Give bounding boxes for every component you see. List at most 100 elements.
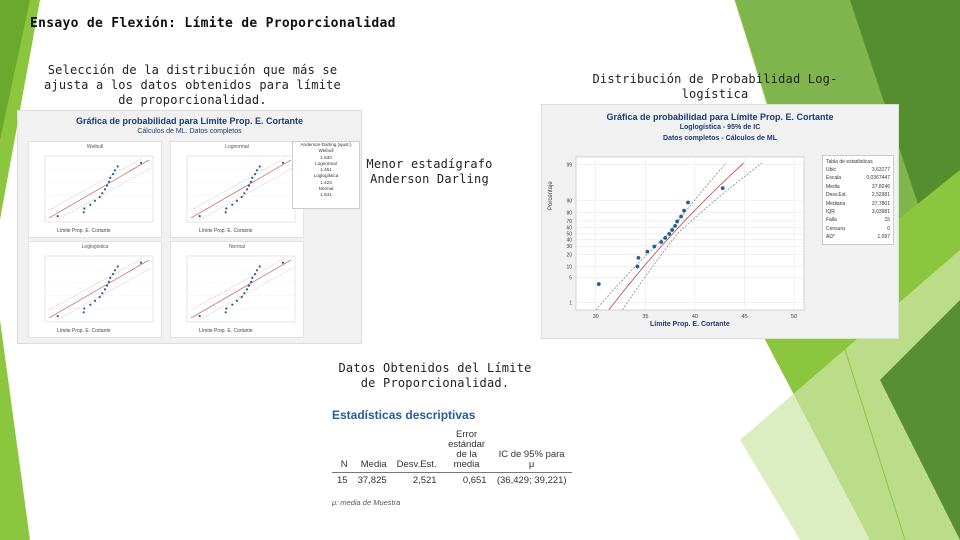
data-point [686,200,690,205]
descriptive-stats-title: Estadísticas descriptivas [332,408,476,422]
stats-row: Escala 0,0367447 [826,175,890,182]
x-tick-label: 30 [593,314,599,320]
panel-fit-line [190,159,292,219]
panel-data-point [198,315,201,318]
y-tick-label: 20 [566,252,572,258]
panel-data-point [103,288,107,291]
panel-data-point [253,173,257,176]
panel-xlabel: Límite Prop. E. Cortante [57,328,111,334]
panel-ci-band [190,157,286,211]
bottom-caption: Datos Obtenidos del Límite de Proporcion… [338,361,532,390]
y-tick-label: 40 [566,238,572,244]
stats-row: Desv.Est. 2,52981 [826,192,890,199]
panel-data-point [82,311,85,314]
panel-ci-band [56,267,152,321]
ci-upper-band [622,162,763,311]
x-tick-label: 45 [741,314,747,320]
panel-title: Normal [228,244,246,250]
panel-data-point [231,303,234,306]
panel-data-point [107,180,111,183]
panel-data-point [113,169,117,172]
stats-row: Media 37,8246 [826,183,890,190]
fit-line [608,162,744,311]
y-tick-label: 5 [569,276,572,282]
middle-caption: Menor estadígrafo Anderson Darling [366,157,493,186]
panel-normal: Normal Límite Prop. E. Cortante [170,241,304,338]
y-tick-label: 90 [566,199,572,205]
panel-data-point [249,280,253,283]
data-point [636,255,641,260]
panel-lognormal: Lognormal Límite Prop. E. Cortante [170,141,304,238]
legend-line: 1.630 [320,154,332,160]
panel-data-point [251,176,254,179]
panel-data-point [83,207,86,210]
panel-data-point [247,184,251,187]
right-figure-subtitle1: Loglogística - 95% de IC [679,124,761,131]
legend-line: 1.451 [320,167,332,173]
panel-data-point [281,161,285,164]
descriptive-stats-table: N Media Desv.Est. Error estándar de la m… [332,430,572,488]
panel-ci-band [198,267,294,321]
stats-row: Ubic 3,63177 [826,167,890,173]
panel-data-point [89,203,92,206]
panel-data-point [243,292,246,295]
stats-row: AD* 1,097 [826,234,890,241]
descriptive-stats-footnote: μ: media de Muestra [332,498,401,507]
header-n: N [332,430,353,473]
panel-data-point [258,165,261,168]
panel-data-point [56,315,59,318]
left-caption: Selección de la distribución que más se … [44,63,341,107]
panel-plot [186,155,296,223]
panel-data-point [224,311,227,314]
data-point [673,223,678,228]
value-se: 0,651 [462,475,487,486]
legend-line: Weibull [318,148,334,154]
panel-data-point [247,284,251,287]
y-tick-label: 1 [569,300,572,306]
panel-data-point [111,173,115,176]
y-tick-label: 60 [566,225,572,231]
panel-weibull: Weibull Límite Prop. E. Cortante [28,141,162,238]
panel-xlabel: Límite Prop. E. Cortante [199,228,253,234]
header-se: Error estándar de la media [441,430,492,473]
value-ci: (36,429; 39,221) [496,475,567,486]
descriptive-stats: Estadísticas descriptivas N Media Desv.E… [332,408,572,507]
x-tick-label: 50 [791,314,797,320]
panel-data-point [253,273,257,276]
data-point [675,219,680,224]
panel-data-point [249,180,253,183]
panel-data-point [109,276,112,279]
panel-xlabel: Límite Prop. E. Cortante [199,328,253,334]
right-figure-subtitle2: Datos completos - Cálculos de ML [663,135,777,142]
header-ci: IC de 95% para μ [491,430,572,473]
stats-row: Censura 0 [826,225,890,232]
data-point [667,232,672,236]
data-point [659,240,664,244]
right-figure-title: Gráfica de probabilidad para Límite Prop… [606,112,834,122]
panel-data-point [116,265,119,268]
panel-data-point [251,276,254,279]
panel-data-point [258,265,261,268]
legend-line: Loglogística [313,173,339,179]
panel-data-point [89,303,92,306]
panel-data-point [98,195,101,199]
value-mean: 37,825 [357,475,387,486]
panel-data-point [255,169,259,172]
panel-ci-band [48,157,144,211]
legend-line: Normal [318,186,334,192]
panel-data-point [98,295,101,299]
panel-data-point [245,288,249,291]
stats-table: Tabla de estadísticas Ubic 3,63177 Escala… [822,155,894,245]
panel-data-point [139,261,143,264]
y-tick-label: 50 [566,232,572,238]
panel-ci-band [198,167,294,221]
panel-xlabel: Límite Prop. E. Cortante [57,228,111,234]
legend-line: Anderson-Darling (ajust.) [300,142,352,147]
panel-data-point [225,207,228,210]
legend-line: 1.423 [320,179,332,185]
panel-title: Lognormal [225,144,249,150]
right-caption: Distribución de Probabilidad Log-logísti… [592,72,838,101]
value-n: 15 [337,475,348,486]
data-point [635,264,640,269]
header-sd: Desv.Est. [391,430,442,473]
